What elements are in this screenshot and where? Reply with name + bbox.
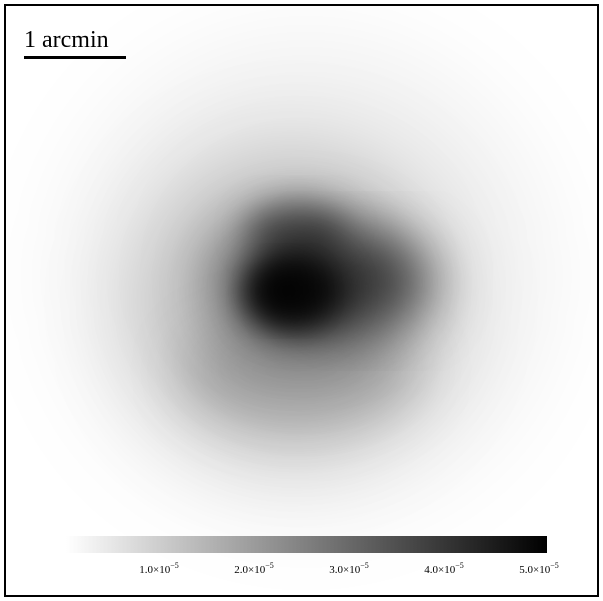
upper-arc [246, 203, 346, 259]
colorbar-tick-label: 2.0×10−5 [234, 561, 274, 576]
lower-skirt [181, 316, 421, 426]
peak [256, 267, 316, 315]
image-frame: 1 arcmin 1.0×10−5 2.0×10−5 3.0×10−5 4.0×… [4, 4, 599, 597]
colorbar [66, 536, 547, 553]
scale-bar-label: 1 arcmin [24, 27, 109, 53]
colorbar-gradient [66, 536, 547, 553]
colorbar-tick-label: 5.0×10−5 [519, 561, 559, 576]
colorbar-tick-label: 3.0×10−5 [329, 561, 369, 576]
intensity-map [61, 36, 551, 516]
colorbar-tick-label: 4.0×10−5 [424, 561, 464, 576]
scale-bar-line [24, 56, 126, 59]
colorbar-tick-label: 1.0×10−5 [139, 561, 179, 576]
